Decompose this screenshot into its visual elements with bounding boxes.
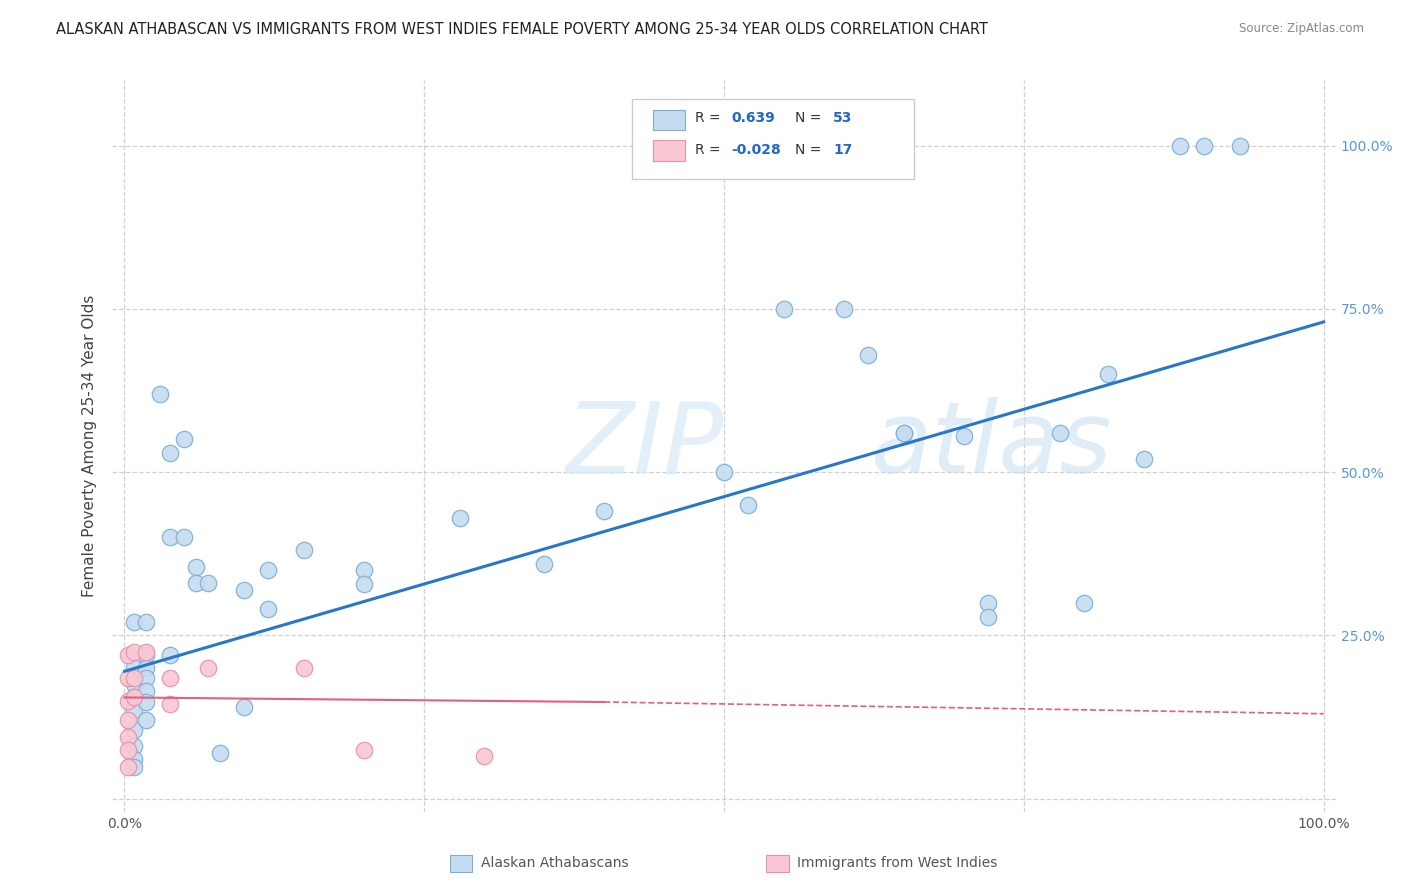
Point (593, 504, 616, 518)
Point (353, 742, 375, 756)
Point (737, 498, 759, 512)
Point (122, 752, 145, 766)
Text: -0.028: -0.028 (731, 143, 782, 157)
Point (449, 511, 471, 525)
Point (122, 704, 145, 718)
Point (1073, 596, 1095, 610)
Point (135, 695, 157, 709)
Point (159, 530, 181, 544)
Text: atlas: atlas (870, 398, 1112, 494)
Point (122, 615, 145, 630)
Bar (654, 110, 685, 130)
Text: R =: R = (695, 143, 724, 157)
Point (117, 694, 139, 708)
Text: N =: N = (794, 112, 825, 125)
Bar (450, 855, 472, 872)
Point (197, 576, 219, 591)
Y-axis label: Female Poverty Among 25-34 Year Olds: Female Poverty Among 25-34 Year Olds (82, 295, 97, 597)
Point (135, 671, 157, 685)
Point (117, 671, 139, 685)
Point (893, 425, 915, 440)
Point (135, 661, 157, 675)
Text: 53: 53 (832, 112, 852, 125)
Point (953, 429, 976, 443)
Point (135, 684, 157, 698)
Bar (654, 140, 685, 161)
Point (713, 465, 735, 479)
Point (173, 433, 195, 447)
Text: 0.639: 0.639 (731, 112, 775, 125)
Point (122, 739, 145, 754)
Point (117, 730, 139, 744)
Text: ZIP: ZIP (565, 398, 723, 494)
Point (257, 602, 280, 616)
Point (533, 557, 555, 571)
Point (1192, 138, 1215, 153)
Point (977, 610, 1000, 624)
Point (233, 582, 256, 597)
Point (117, 742, 139, 756)
Text: ALASKAN ATHABASCAN VS IMMIGRANTS FROM WEST INDIES FEMALE POVERTY AMONG 25-34 YEA: ALASKAN ATHABASCAN VS IMMIGRANTS FROM WE… (56, 22, 988, 37)
Point (832, 301, 855, 316)
Point (122, 661, 145, 675)
Point (159, 648, 181, 662)
Point (159, 445, 181, 459)
Point (893, 425, 915, 440)
Bar (766, 855, 789, 872)
Point (292, 543, 315, 558)
Point (122, 690, 145, 705)
Point (186, 559, 208, 574)
Point (353, 563, 375, 577)
Point (1168, 138, 1191, 153)
Text: 17: 17 (832, 143, 852, 157)
Point (117, 648, 139, 662)
Point (149, 386, 172, 401)
Point (122, 690, 145, 705)
Point (233, 700, 256, 714)
Point (353, 577, 375, 591)
Text: N =: N = (794, 143, 825, 157)
Point (257, 563, 280, 577)
Point (472, 749, 495, 764)
Point (122, 723, 145, 737)
Point (159, 671, 181, 685)
Point (186, 576, 208, 591)
Point (122, 677, 145, 691)
Point (135, 615, 157, 630)
Point (1133, 452, 1156, 467)
Point (1049, 425, 1071, 440)
Point (135, 648, 157, 662)
FancyBboxPatch shape (633, 99, 914, 179)
Point (159, 697, 181, 711)
Text: Alaskan Athabascans: Alaskan Athabascans (481, 856, 628, 871)
Point (1229, 138, 1251, 153)
Point (209, 746, 232, 760)
Point (117, 760, 139, 774)
Point (122, 760, 145, 774)
Text: R =: R = (695, 112, 724, 125)
Text: Immigrants from West Indies: Immigrants from West Indies (797, 856, 998, 871)
Point (122, 671, 145, 685)
Point (773, 301, 796, 316)
Point (292, 661, 315, 675)
Text: Source: ZipAtlas.com: Source: ZipAtlas.com (1239, 22, 1364, 36)
Point (197, 661, 219, 675)
Point (117, 714, 139, 728)
Point (977, 596, 1000, 610)
Point (135, 645, 157, 659)
Point (122, 645, 145, 659)
Point (135, 714, 157, 728)
Point (856, 348, 879, 362)
Point (173, 530, 195, 544)
Point (1097, 367, 1119, 381)
